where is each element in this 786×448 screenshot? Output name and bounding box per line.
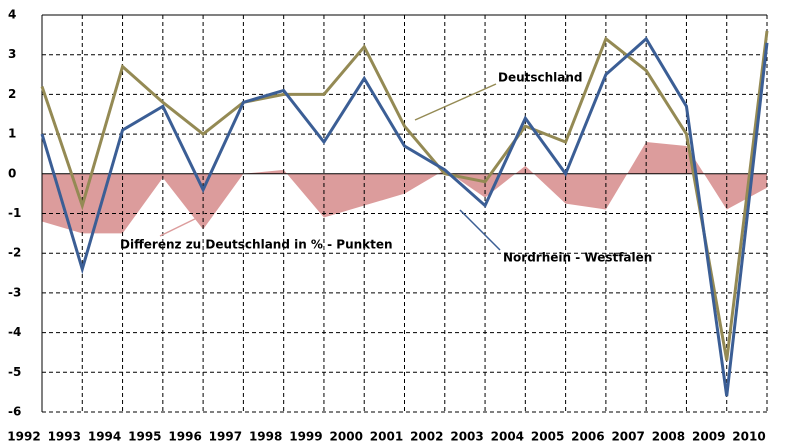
annotation-leader [159, 213, 206, 237]
x-tick-label: 2001 [370, 430, 403, 444]
annotation-leader [414, 83, 497, 121]
line [40, 36, 769, 397]
x-tick-label: 2000 [330, 430, 363, 444]
x-tick-label: 1993 [48, 430, 81, 444]
x-tick-label: 1995 [128, 430, 161, 444]
x-tick-label: 1992 [7, 430, 40, 444]
x-tick-label: 2002 [410, 430, 443, 444]
y-tick-label: 3 [8, 47, 16, 61]
x-tick-label: 2005 [531, 430, 564, 444]
x-tick-label: 2007 [611, 430, 644, 444]
x-tick-label: 1994 [88, 430, 121, 444]
annotation: Deutschland [498, 71, 583, 85]
x-tick-label: 1996 [168, 430, 201, 444]
x-tick-label: 1998 [249, 430, 282, 444]
y-tick-label: 4 [8, 8, 16, 22]
x-tick-label: 2009 [692, 430, 725, 444]
y-tick-label: -3 [8, 285, 21, 299]
y-tick-label: 2 [8, 87, 16, 101]
x-tick-label: 2003 [450, 430, 483, 444]
y-tick-label: -4 [8, 325, 21, 339]
y-tick-label: -6 [8, 405, 21, 419]
y-tick-label: 0 [8, 166, 16, 180]
x-tick-label: 2004 [491, 430, 524, 444]
y-tick-label: -5 [8, 365, 21, 379]
x-tick-label: 1999 [289, 430, 322, 444]
area [42, 142, 767, 234]
annotation: Differenz zu Deutschland in % - Punkten [120, 238, 393, 252]
y-tick-label: 1 [8, 127, 16, 141]
annotation: Nordrhein - Westfalen [503, 251, 652, 265]
y-tick-label: -2 [8, 246, 21, 260]
line [40, 30, 769, 361]
x-tick-label: 2008 [652, 430, 685, 444]
y-tick-label: -1 [8, 206, 21, 220]
x-tick-label: 2010 [732, 430, 765, 444]
x-tick-label: 1997 [209, 430, 242, 444]
annotation-leader [459, 209, 501, 251]
x-tick-label: 2006 [571, 430, 604, 444]
